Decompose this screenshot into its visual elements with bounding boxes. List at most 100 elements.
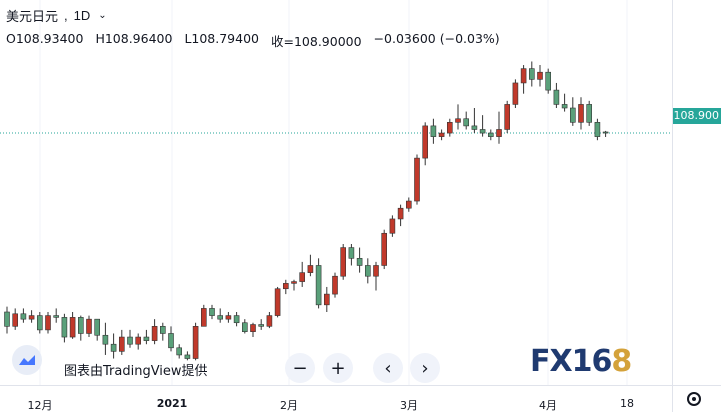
candle [594, 118, 601, 141]
candle [258, 319, 265, 330]
candle [479, 115, 486, 137]
interval-label[interactable]: 1D [73, 8, 91, 23]
time-label-dec: 12月 [27, 399, 53, 412]
candle [496, 111, 502, 144]
candle-body [496, 129, 502, 137]
candle [160, 322, 166, 341]
candle-body [512, 82, 519, 105]
change-value: −0.03600 (−0.03%) [373, 31, 500, 46]
candle-body [291, 281, 297, 284]
candle-body [373, 265, 379, 277]
candle [94, 318, 100, 341]
candle-body [225, 315, 232, 320]
candle [127, 329, 133, 348]
candle [561, 93, 568, 112]
gear-icon[interactable] [687, 392, 701, 406]
candle [405, 197, 412, 212]
last-price-tag: 108.900 [673, 108, 721, 124]
chevron-down-icon[interactable]: ⌄ [98, 10, 107, 21]
candle [430, 118, 437, 144]
candle-body [545, 71, 552, 91]
candle [20, 308, 27, 323]
candle [135, 333, 141, 350]
candle-body [69, 317, 76, 338]
candle-body [299, 272, 306, 282]
candle-body [364, 265, 371, 277]
candle-body [20, 313, 27, 320]
candle [348, 244, 355, 266]
candle-body [127, 336, 133, 345]
candle [102, 322, 109, 355]
candle [315, 258, 322, 309]
candle [110, 333, 117, 359]
candle-body [192, 326, 199, 359]
candle [291, 279, 297, 291]
tradingview-credit[interactable]: 图表由TradingView提供 [64, 364, 208, 379]
candle [209, 304, 215, 320]
candle-body [479, 129, 486, 134]
zoom-out-button[interactable]: − [285, 353, 315, 383]
candle-body [553, 89, 560, 105]
candle-body [233, 315, 240, 324]
candle [78, 315, 84, 341]
candle-body [315, 265, 322, 306]
candle-body [397, 207, 404, 220]
candle-body [45, 315, 51, 331]
candle [12, 308, 18, 330]
candle-body [184, 354, 191, 359]
candle [553, 82, 560, 108]
candle [528, 61, 535, 87]
candle-body [414, 157, 420, 202]
candle-body [446, 122, 453, 134]
candle-body [28, 315, 35, 320]
candle [250, 322, 256, 338]
candle-body [463, 118, 470, 127]
candle-body [266, 315, 273, 327]
symbol-row[interactable]: 美元日元 , 1D ⌄ [6, 6, 500, 25]
ohlc-readout: O108.93400 H108.96400 L108.79400 收=108.9… [6, 31, 500, 50]
candle [143, 329, 150, 345]
candle-body [61, 317, 68, 338]
candle [487, 129, 494, 141]
candle-body [323, 293, 330, 306]
candle [266, 312, 273, 329]
candle-body [455, 118, 461, 123]
candle [4, 306, 10, 334]
candle [217, 308, 223, 323]
price-axis[interactable] [672, 0, 721, 385]
candle-body [36, 315, 43, 331]
candle [512, 79, 519, 108]
candle-body [135, 336, 141, 345]
scroll-left-button[interactable]: ‹ [373, 353, 403, 383]
candle-body [250, 324, 256, 332]
candle [520, 65, 527, 94]
candle [119, 329, 125, 355]
candle-body [282, 283, 289, 290]
candle-body [578, 104, 584, 123]
candle-body [356, 258, 363, 266]
candle [569, 97, 576, 126]
candle [28, 310, 35, 323]
candle-body [176, 347, 182, 356]
close-value: 收=108.90000 [271, 34, 362, 49]
candle [192, 322, 199, 361]
candle [86, 315, 92, 338]
high-value: H108.96400 [95, 31, 173, 46]
candle [545, 68, 552, 94]
scroll-right-button[interactable]: › [410, 353, 440, 383]
candle [373, 261, 379, 291]
candle [299, 261, 306, 287]
fx168-watermark: FX168 [530, 344, 632, 379]
candle-body [340, 247, 347, 277]
candle [463, 111, 470, 130]
candle-body [151, 326, 158, 341]
chart-header: 美元日元 , 1D ⌄ O108.93400 H108.96400 L108.7… [6, 6, 500, 50]
time-axis[interactable]: 12月 2021 2月 3月 4月 18 [0, 385, 672, 412]
candle-body [12, 313, 18, 327]
candle-body [78, 317, 84, 334]
candlestick-chart[interactable] [0, 0, 672, 385]
watermark-main: FX16 [530, 344, 612, 379]
zoom-in-button[interactable]: + [323, 353, 353, 383]
tradingview-logo-icon[interactable] [12, 345, 42, 375]
candle [602, 130, 609, 137]
